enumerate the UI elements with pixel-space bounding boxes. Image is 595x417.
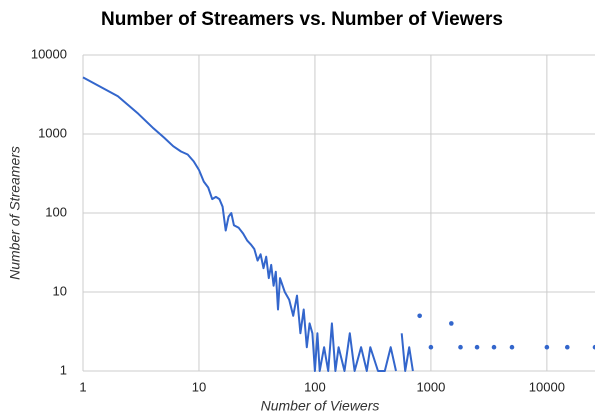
data-point xyxy=(417,313,422,319)
x-tick-label: 10 xyxy=(192,379,206,394)
x-tick-label: 100 xyxy=(304,379,326,394)
data-point xyxy=(592,344,595,350)
data-point xyxy=(564,344,570,350)
y-tick-label: 10000 xyxy=(31,46,67,61)
chart-title: Number of Streamers vs. Number of Viewer… xyxy=(101,9,503,30)
x-axis-label: Number of Viewers xyxy=(261,398,380,414)
data-point xyxy=(491,344,497,350)
data-point xyxy=(474,344,480,350)
y-tick-label: 100 xyxy=(45,204,67,219)
y-axis-label: Number of Streamers xyxy=(7,146,23,280)
data-point xyxy=(544,344,550,350)
data-point xyxy=(428,344,434,350)
y-tick-label: 10 xyxy=(53,283,67,298)
data-line xyxy=(82,76,397,372)
data-point xyxy=(449,321,454,326)
data-point xyxy=(509,344,515,350)
x-tick-label: 1000 xyxy=(416,379,445,394)
x-tick-label: 10000 xyxy=(529,379,565,394)
y-tick-label: 1 xyxy=(60,362,67,377)
data-line xyxy=(400,333,414,372)
data-point xyxy=(458,344,463,350)
y-tick-label: 1000 xyxy=(38,125,67,140)
x-tick-label: 1 xyxy=(79,379,86,394)
